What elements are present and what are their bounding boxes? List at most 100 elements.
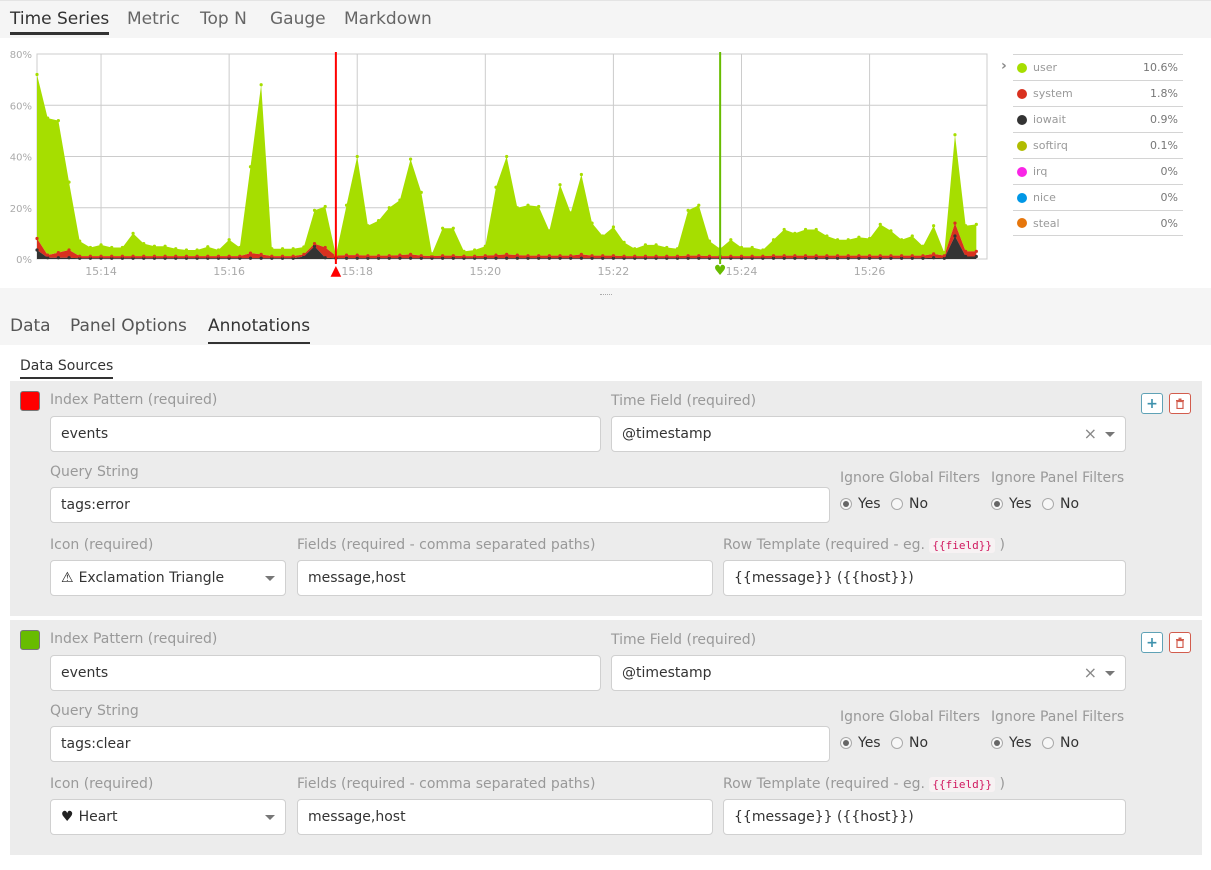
ignore-panel-yes-radio[interactable]: Yes <box>991 496 1032 512</box>
query-string-input[interactable]: tags:error <box>50 487 830 523</box>
icon-select[interactable]: ⚠ Exclamation Triangle <box>50 560 286 596</box>
time-field-select[interactable]: @timestamp × <box>611 416 1126 452</box>
tab-time-series[interactable]: Time Series <box>10 9 110 35</box>
row-template-input[interactable]: {{message}} ({{host}}) <box>723 560 1126 596</box>
fields-input[interactable]: message,host <box>297 799 713 835</box>
legend-item-iowait[interactable]: iowait 0.9% <box>1013 106 1183 132</box>
no-label: No <box>909 496 929 512</box>
chevron-down-icon[interactable] <box>1105 671 1115 676</box>
index-pattern-label: Index Pattern (required) <box>50 631 218 647</box>
fields-input[interactable]: message,host <box>297 560 713 596</box>
ignore-global-no-radio[interactable]: No <box>891 735 928 751</box>
data-point-iowait <box>526 256 530 260</box>
tab-metric[interactable]: Metric <box>127 9 180 29</box>
legend-swatch <box>1017 192 1027 203</box>
data-point-iowait <box>355 256 359 260</box>
data-point-iowait <box>494 256 498 260</box>
data-point-user <box>846 238 850 242</box>
data-point-user <box>900 238 904 242</box>
row-template-label: Row Template (required - eg. {{field}} ) <box>723 776 1005 792</box>
tab-annotations[interactable]: Annotations <box>208 316 311 344</box>
data-point-user <box>78 239 82 243</box>
icon-select-value: Heart <box>78 809 118 825</box>
data-point-iowait <box>942 256 946 260</box>
data-point-iowait <box>579 256 583 260</box>
index-pattern-input[interactable]: events <box>50 655 601 691</box>
delete-annotation-button[interactable] <box>1169 393 1191 414</box>
data-point-system <box>35 236 39 241</box>
row-template-input[interactable]: {{message}} ({{host}}) <box>723 799 1126 835</box>
legend-toggle-chevron-icon[interactable]: › <box>1001 58 1007 74</box>
data-point-system <box>419 254 423 258</box>
legend-item-irq[interactable]: irq 0% <box>1013 158 1183 184</box>
clear-icon[interactable]: × <box>1083 424 1097 443</box>
legend-label: iowait <box>1033 113 1066 126</box>
query-string-label: Query String <box>50 703 139 719</box>
data-point-user <box>665 245 669 250</box>
ignore-panel-yes-radio[interactable]: Yes <box>991 735 1032 751</box>
data-point-user <box>654 243 658 247</box>
data-point-user <box>729 238 733 242</box>
resize-handle[interactable] <box>600 294 612 297</box>
data-point-iowait <box>483 256 487 260</box>
data-point-iowait <box>857 256 861 260</box>
legend-swatch <box>1017 140 1027 151</box>
ignore-panel-no-radio[interactable]: No <box>1042 496 1079 512</box>
data-point-system <box>67 248 71 252</box>
y-tick-label: 60% <box>10 101 32 112</box>
time-field-select[interactable]: @timestamp × <box>611 655 1126 691</box>
data-point-user <box>761 248 765 252</box>
legend-item-user[interactable]: user 10.6% <box>1013 54 1183 80</box>
data-point-system <box>312 242 317 246</box>
legend-item-softirq[interactable]: softirq 0.1% <box>1013 132 1183 158</box>
data-point-user <box>910 234 914 238</box>
x-tick-label: 15:16 <box>213 265 245 278</box>
time-series-chart[interactable]: 0% 20% 40% 60% 80% 15:14 15:16 15:18 15:20 15:22 1… <box>0 38 1000 288</box>
data-point-user <box>964 224 968 228</box>
index-pattern-input[interactable]: events <box>50 416 601 452</box>
add-annotation-button[interactable]: + <box>1141 393 1163 414</box>
data-point-user <box>953 133 957 137</box>
data-point-iowait <box>900 256 904 260</box>
tab-data[interactable]: Data <box>10 316 51 336</box>
tab-data-sources[interactable]: Data Sources <box>20 358 114 379</box>
tab-markdown[interactable]: Markdown <box>344 9 432 29</box>
ignore-global-yes-radio[interactable]: Yes <box>840 496 881 512</box>
data-point-iowait <box>953 234 957 238</box>
annotation-color-picker[interactable] <box>20 391 40 411</box>
data-point-system <box>451 254 455 258</box>
data-point-system <box>825 254 829 258</box>
query-string-input[interactable]: tags:clear <box>50 726 830 762</box>
data-point-user <box>878 222 882 227</box>
data-point-system <box>174 254 178 258</box>
data-point-user <box>782 227 786 232</box>
time-field-label: Time Field (required) <box>611 632 757 648</box>
legend-item-nice[interactable]: nice 0% <box>1013 184 1183 210</box>
data-point-system <box>142 254 146 258</box>
legend-item-steal[interactable]: steal 0% <box>1013 210 1183 236</box>
legend-item-system[interactable]: system 1.8% <box>1013 80 1183 106</box>
row-template-label-text: Row Template (required - eg. <box>723 776 925 792</box>
icon-select[interactable]: ♥ Heart <box>50 799 286 835</box>
data-point-user <box>131 231 135 235</box>
chevron-down-icon[interactable] <box>265 576 275 581</box>
ignore-global-yes-radio[interactable]: Yes <box>840 735 881 751</box>
tab-panel-options[interactable]: Panel Options <box>70 316 187 336</box>
data-point-system <box>953 221 957 225</box>
data-point-system <box>387 254 391 258</box>
row-template-label-end: ) <box>999 776 1005 792</box>
chevron-down-icon[interactable] <box>1105 432 1115 437</box>
delete-annotation-button[interactable] <box>1169 632 1191 653</box>
chevron-down-icon[interactable] <box>265 815 275 820</box>
tab-top-n[interactable]: Top N <box>200 9 247 29</box>
ignore-panel-no-radio[interactable]: No <box>1042 735 1079 751</box>
data-point-system <box>195 254 199 258</box>
annotation-color-picker[interactable] <box>20 630 40 650</box>
ignore-global-no-radio[interactable]: No <box>891 496 928 512</box>
clear-icon[interactable]: × <box>1083 663 1097 682</box>
data-point-user <box>67 180 71 184</box>
yes-label: Yes <box>858 735 881 751</box>
add-annotation-button[interactable]: + <box>1141 632 1163 653</box>
data-point-system <box>366 254 370 258</box>
tab-gauge[interactable]: Gauge <box>270 9 326 29</box>
